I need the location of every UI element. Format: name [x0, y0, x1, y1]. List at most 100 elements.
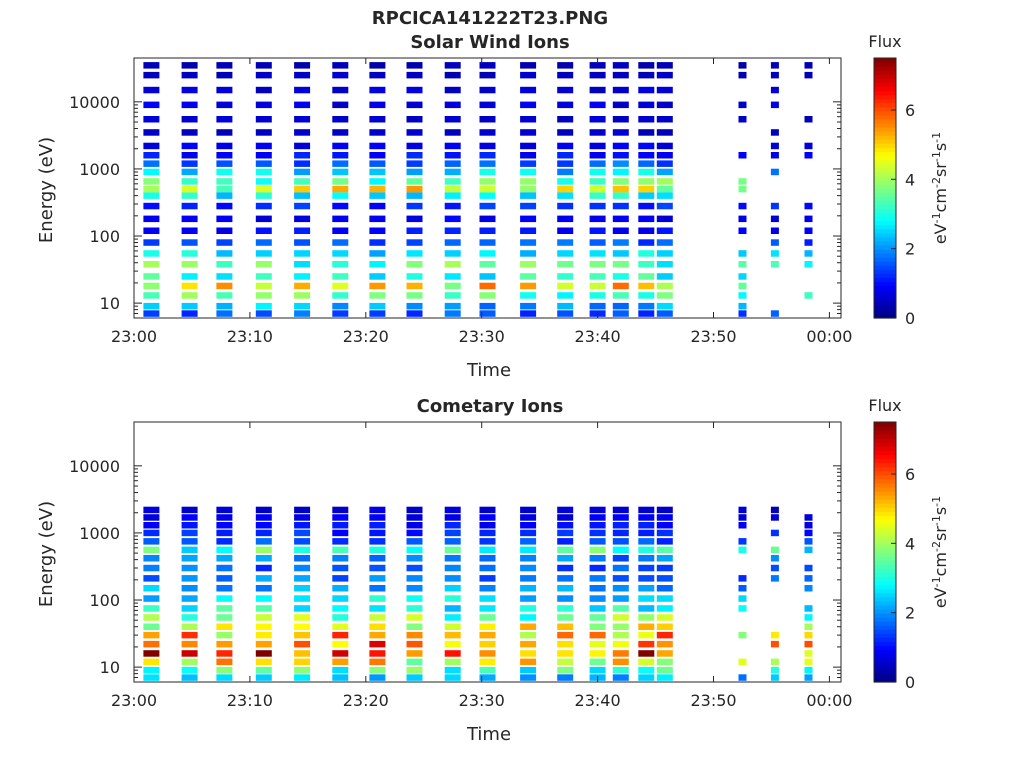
spectrogram-cell: [143, 142, 160, 150]
spectrogram-cell: [369, 302, 386, 310]
spectrogram-cell: [612, 522, 629, 529]
spectrogram-cell: [444, 666, 461, 674]
y-tick-label: 100: [89, 591, 120, 610]
spectrogram-cell: [294, 546, 311, 554]
spectrogram-cell: [444, 116, 461, 123]
spectrogram-cell: [520, 273, 537, 280]
spectrogram-cell: [444, 273, 461, 280]
spectrogram-cell: [444, 674, 461, 681]
spectrogram-cell: [332, 227, 349, 234]
colorbar-segment: [874, 560, 896, 565]
spectrogram-cell: [656, 546, 673, 554]
spectrogram-cell: [406, 310, 423, 317]
spectrogram-cell: [406, 292, 423, 299]
spectrogram-cell: [479, 273, 496, 280]
spectrogram-cell: [444, 614, 461, 621]
spectrogram-cell: [638, 292, 655, 299]
spectrogram-cell: [332, 538, 349, 545]
spectrogram-cell: [143, 310, 160, 317]
spectrogram-cell: [444, 514, 461, 521]
spectrogram-cell: [255, 62, 272, 69]
spectrogram-cell: [369, 239, 386, 246]
spectrogram-cell: [656, 605, 673, 612]
spectrogram-cell: [638, 546, 655, 554]
spectrogram-cell: [255, 71, 272, 79]
spectrogram-cell: [612, 564, 629, 572]
spectrogram-cell: [520, 302, 537, 310]
spectrogram-cell: [406, 168, 423, 176]
spectrogram-cell: [479, 261, 496, 268]
spectrogram-cell: [638, 658, 655, 666]
spectrogram-cell: [369, 310, 386, 317]
spectrogram-cell: [589, 575, 606, 582]
spectrogram-cell: [557, 192, 574, 199]
spectrogram-cell: [589, 168, 606, 176]
spectrogram-cell: [557, 538, 574, 545]
spectrogram-cell: [520, 605, 537, 612]
colorbar-segment: [874, 474, 896, 480]
spectrogram-cell: [444, 595, 461, 602]
spectrogram-cell: [589, 160, 606, 167]
spectrogram-cell: [738, 292, 747, 299]
colorbar-segment: [874, 637, 896, 642]
colorbar-segment: [874, 62, 896, 67]
spectrogram-cell: [612, 529, 629, 537]
spectrogram-cell: [770, 514, 779, 521]
spectrogram-cell: [656, 86, 673, 94]
colorbar-segment: [874, 612, 896, 618]
spectrogram-cell: [589, 585, 606, 592]
colorbar-segment: [874, 580, 896, 586]
colorbar-segment: [874, 269, 896, 274]
spectrogram-cell: [216, 178, 233, 185]
spectrogram-cell: [520, 239, 537, 246]
spectrogram-cell: [479, 116, 496, 123]
spectrogram-cell: [656, 142, 673, 150]
spectrogram-cell: [181, 614, 198, 621]
cometary-panel: Cometary Ions 23:00 23:10 23:20 23:30 23:40 2…: [36, 396, 950, 745]
spectrogram-cell: [444, 605, 461, 612]
colorbar-segment: [874, 188, 896, 193]
spectrogram-cell: [444, 292, 461, 299]
x-tick-label: 23:30: [459, 327, 505, 346]
spectrogram-cell: [332, 250, 349, 257]
spectrogram-cell: [656, 506, 673, 514]
spectrogram-cell: [181, 575, 198, 582]
spectrogram-cell: [406, 546, 423, 554]
spectrogram-cell: [520, 185, 537, 193]
spectrogram-cell: [255, 302, 272, 310]
colorbar-segment: [874, 66, 896, 71]
colorbar-segment: [874, 539, 896, 545]
spectrogram-cell: [804, 215, 813, 223]
spectrogram-cell: [444, 261, 461, 268]
spectrogram-cell: [143, 650, 160, 657]
colorbar-segment: [874, 466, 896, 472]
spectrogram-cell: [294, 168, 311, 176]
spectrogram-cell: [479, 614, 496, 621]
spectrogram-cell: [612, 514, 629, 521]
spectrogram-cell: [444, 555, 461, 562]
spectrogram-cell: [216, 152, 233, 159]
spectrogram-cell: [804, 152, 813, 159]
spectrogram-cell: [589, 239, 606, 246]
x-tick-label: 00:00: [806, 327, 852, 346]
spectrogram-cell: [557, 292, 574, 299]
colorbar-segment: [874, 257, 896, 262]
spectrogram-cell: [589, 116, 606, 123]
spectrogram-cell: [406, 506, 423, 514]
colorbar-segment: [874, 261, 896, 266]
y-tick-label: 10: [100, 658, 120, 677]
spectrogram-cell: [406, 555, 423, 562]
spectrogram-cell: [181, 152, 198, 159]
spectrogram-cell: [294, 292, 311, 299]
spectrogram-cell: [294, 614, 311, 621]
spectrogram-cell: [369, 575, 386, 582]
x-tick-label: 23:40: [575, 327, 621, 346]
spectrogram-cell: [656, 666, 673, 674]
colorbar-segment: [874, 657, 896, 663]
spectrogram-cell: [332, 310, 349, 317]
spectrogram-cell: [612, 506, 629, 514]
spectrogram-cell: [589, 640, 606, 648]
colorbar-tick-label: 4: [905, 534, 915, 553]
solar-wind-panel: Solar Wind Ions 23:00 23:10 23:20 23:30 23:4…: [36, 32, 950, 381]
colorbar-segment: [874, 86, 896, 92]
